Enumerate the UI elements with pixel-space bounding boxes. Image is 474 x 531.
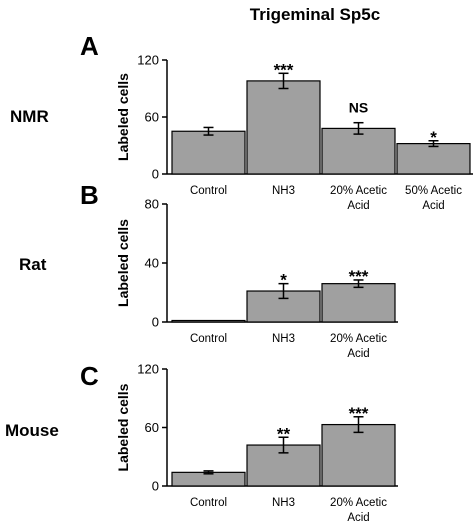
species-label: Mouse	[5, 421, 59, 440]
category-label: NH3	[272, 497, 295, 509]
panel-letter: B	[80, 180, 99, 210]
y-tick-label: 60	[145, 110, 159, 125]
significance-label: **	[277, 424, 291, 443]
y-tick-label: 40	[145, 256, 159, 271]
species-label: NMR	[10, 107, 49, 126]
category-label: Control	[190, 333, 227, 345]
category-label: 20% Acetic	[330, 185, 387, 197]
panel-letter: A	[80, 31, 99, 61]
significance-label: ***	[274, 60, 294, 79]
significance-label: ***	[349, 404, 369, 423]
panel-letter: C	[80, 361, 99, 391]
y-tick-label: 120	[137, 362, 159, 377]
bar	[171, 319, 246, 323]
category-label: Acid	[422, 200, 444, 212]
species-label: Rat	[19, 255, 47, 274]
category-label: Control	[190, 185, 227, 197]
category-label: 20% Acetic	[330, 333, 387, 345]
panel-b: B Rat Labeled cells 0 40 80 Control * NH3 *** 20% …	[19, 180, 398, 360]
y-tick-label: 0	[152, 479, 159, 494]
category-label: NH3	[272, 333, 295, 345]
y-axis-label: Labeled cells	[115, 219, 131, 307]
bar	[321, 283, 396, 323]
category-label: Control	[190, 497, 227, 509]
panel-c: C Mouse Labeled cells 0 60 120 Control ** NH3 ***…	[5, 361, 398, 524]
category-label: NH3	[272, 185, 295, 197]
significance-label: NS	[349, 100, 368, 116]
bar	[246, 80, 321, 175]
significance-label: *	[280, 271, 287, 290]
panel-a: A NMR Labeled cells 0 60 120 Control *** NH3 NS 20…	[10, 31, 473, 212]
category-label: 50% Acetic	[405, 185, 462, 197]
y-tick-label: 0	[152, 315, 159, 330]
bar	[321, 127, 396, 175]
y-tick-label: 80	[145, 197, 159, 212]
bar	[321, 423, 396, 487]
y-axis-label: Labeled cells	[115, 73, 131, 161]
significance-label: *	[430, 128, 437, 147]
figure-title: Trigeminal Sp5c	[250, 5, 380, 24]
category-label: Acid	[347, 348, 369, 360]
y-tick-label: 0	[152, 167, 159, 182]
category-label: Acid	[347, 200, 369, 212]
bar	[171, 130, 246, 175]
y-tick-label: 120	[137, 53, 159, 68]
significance-label: ***	[349, 267, 369, 286]
y-axis-label: Labeled cells	[115, 383, 131, 471]
category-label: Acid	[347, 512, 369, 524]
category-label: 20% Acetic	[330, 497, 387, 509]
y-tick-label: 60	[145, 420, 159, 435]
bar	[396, 143, 471, 175]
